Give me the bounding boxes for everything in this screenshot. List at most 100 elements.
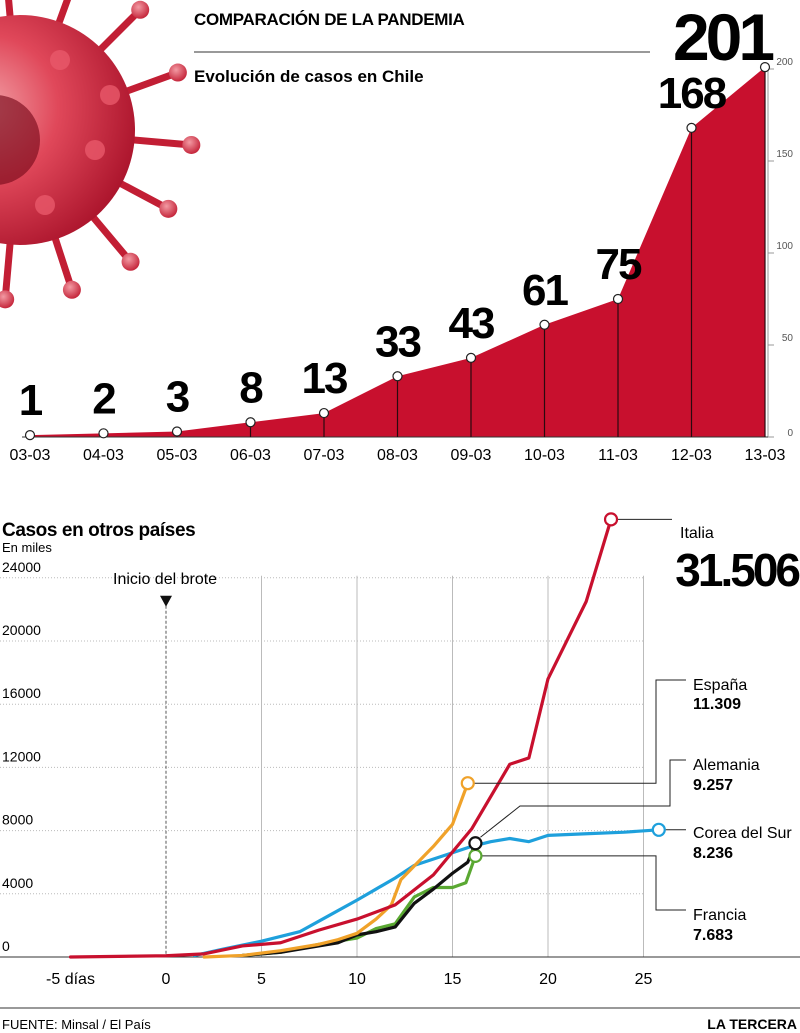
chile-cases-chart: 0 50 100 150 200 03-03 1 04-03 2 05-03 3 06-03 8 07-0…	[10, 57, 794, 464]
chile-x-tick-label: 07-03	[304, 447, 345, 464]
chile-x-tick-label: 08-03	[377, 447, 418, 464]
series-end-marker-italia	[603, 512, 619, 527]
chile-value-label: 75	[596, 240, 642, 289]
chile-x-tick-label: 06-03	[230, 447, 271, 464]
chile-value-label: 33	[375, 317, 420, 366]
virus-spike-tip	[182, 135, 201, 154]
chile-value-label: 13	[302, 354, 347, 403]
series-value-label: 31.506	[675, 544, 799, 596]
series-value-label: 11.309	[693, 696, 741, 713]
chile-y-tick-label: 150	[776, 149, 793, 160]
virus-spike-tip	[62, 280, 81, 299]
chile-data-point	[392, 371, 403, 382]
outbreak-arrow-icon	[160, 595, 172, 607]
countries-y-tick-label: 0	[2, 938, 10, 954]
series-end-marker-francia	[468, 848, 483, 863]
source-note: FUENTE: Minsal / El País	[2, 1017, 151, 1032]
series-line-francia	[240, 854, 478, 958]
virus-spike-tip	[121, 252, 140, 271]
series-name-label: Alemania	[693, 757, 760, 774]
chile-value-label: 168	[658, 69, 727, 118]
leader-line	[480, 759, 686, 838]
chile-data-point	[245, 417, 256, 428]
chile-value-label: 61	[522, 266, 568, 315]
countries-x-tick-label: 0	[162, 971, 171, 988]
chile-y-tick-label: 100	[776, 241, 793, 252]
chart-subtitle: Evolución de casos en Chile	[194, 67, 424, 86]
chile-x-tick-label: 11-03	[598, 447, 638, 464]
series-name-label: Francia	[693, 907, 746, 924]
countries-chart-unit: En miles	[2, 540, 52, 555]
countries-cases-chart: 0 4000 8000 12000 16000 20000 24000 -5 días 0 5 10…	[0, 512, 800, 988]
chile-data-point	[539, 319, 550, 330]
leader-line	[482, 855, 686, 911]
series-value-label: 7.683	[693, 927, 733, 944]
chile-y-tick-label: 50	[782, 333, 794, 344]
chile-x-tick-label: 03-03	[10, 447, 51, 464]
virus-surface-bump	[35, 195, 55, 215]
countries-y-tick-label: 8000	[2, 812, 33, 828]
virus-surface-bump	[50, 50, 70, 70]
virus-spike-tip	[0, 290, 15, 309]
chile-cases-area	[30, 67, 765, 437]
countries-y-tick-label: 4000	[2, 875, 33, 891]
page-title: COMPARACIÓN DE LA PANDEMIA	[194, 10, 465, 29]
virus-spike-tip	[159, 199, 178, 218]
outbreak-annotation: Inicio del brote	[113, 571, 217, 588]
series-line-corea	[193, 828, 661, 958]
countries-x-tick-label: 5	[257, 971, 266, 988]
countries-y-tick-label: 12000	[2, 748, 41, 764]
countries-x-tick-label: -5 días	[46, 971, 95, 988]
chile-data-point	[759, 62, 771, 73]
leader-line	[474, 679, 686, 784]
series-name-label: Italia	[680, 525, 714, 542]
chile-value-label: 8	[239, 363, 263, 412]
series-value-label: 8.236	[693, 845, 733, 862]
chile-data-point	[24, 430, 36, 441]
chile-y-tick-label: 200	[776, 57, 793, 68]
chile-value-label: 2	[92, 374, 115, 423]
chile-value-label: 1	[19, 376, 43, 425]
series-name-label: España	[693, 677, 747, 694]
chile-x-tick-label: 04-03	[83, 447, 124, 464]
virus-surface-bump	[85, 140, 105, 160]
headline-total-number: 201	[673, 0, 773, 74]
chile-x-tick-label: 12-03	[671, 447, 712, 464]
chile-data-point	[98, 428, 109, 439]
virus-body	[0, 15, 135, 245]
coronavirus-illustration	[0, 0, 201, 309]
virus-surface-bump	[100, 85, 120, 105]
series-line-espana	[202, 781, 470, 959]
chile-x-tick-label: 13-03	[745, 447, 786, 464]
chile-x-tick-label: 10-03	[524, 447, 565, 464]
virus-spike-tip	[131, 0, 150, 19]
virus-spike-tip	[168, 63, 187, 82]
chile-x-tick-label: 09-03	[451, 447, 492, 464]
chile-value-label: 3	[166, 372, 189, 421]
chile-data-point	[171, 426, 183, 437]
countries-y-tick-label: 16000	[2, 685, 41, 701]
countries-chart-title: Casos en otros países	[2, 520, 195, 541]
virus-shadow	[0, 95, 40, 185]
countries-x-tick-label: 10	[348, 971, 366, 988]
chile-value-label: 43	[449, 299, 494, 348]
series-line-italia	[68, 517, 613, 959]
countries-y-tick-label: 20000	[2, 622, 41, 638]
countries-x-tick-label: 20	[539, 971, 557, 988]
chile-data-point	[318, 407, 330, 419]
series-end-marker-corea	[651, 822, 666, 837]
countries-x-tick-label: 15	[444, 971, 462, 988]
series-value-label: 9.257	[693, 777, 733, 794]
series-end-marker-espana	[460, 776, 475, 791]
series-name-label: Corea del Sur	[693, 825, 792, 842]
chile-data-point	[465, 352, 477, 363]
chile-x-tick-label: 05-03	[157, 447, 198, 464]
series-end-marker-alemania	[468, 836, 483, 851]
brand-logo-text: LA TERCERA	[707, 1016, 797, 1032]
chile-data-point	[612, 293, 624, 305]
chile-data-point	[686, 122, 697, 133]
chile-y-tick-label: 0	[787, 428, 793, 439]
countries-x-tick-label: 25	[635, 971, 653, 988]
countries-y-tick-label: 24000	[2, 559, 41, 575]
